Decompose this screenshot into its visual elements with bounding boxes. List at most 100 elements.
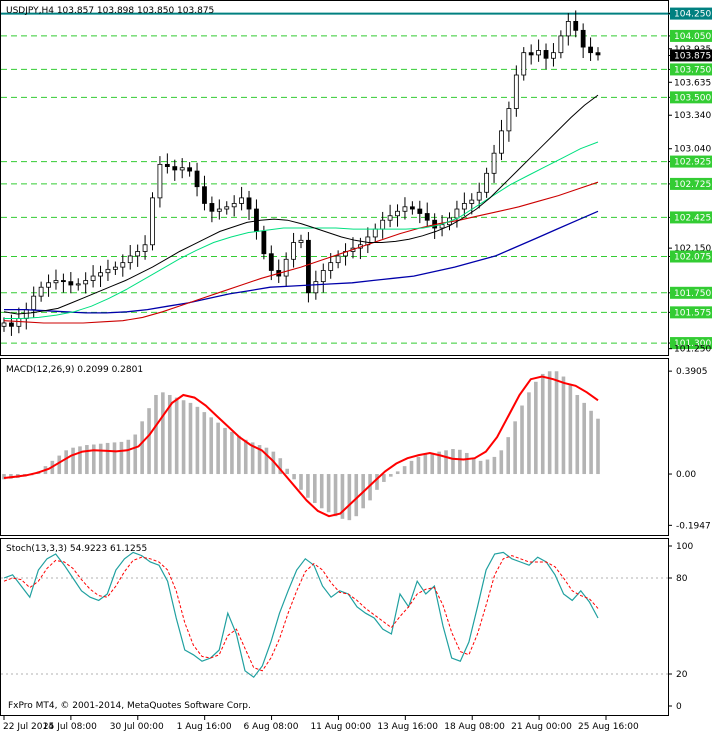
price-tick-label: 103.340 [674,111,711,121]
macd-bar [313,474,317,504]
candle-body [142,244,148,252]
macd-bar [582,402,586,475]
copyright-label: FxPro MT4, © 2001-2014, MetaQuotes Softw… [8,701,251,711]
macd-bar [216,422,220,475]
support-price-box [670,91,712,104]
candle-body [469,199,475,204]
candle-body [528,52,534,56]
macd-tick-label: 0.3905 [676,367,708,377]
macd-bar [451,449,455,475]
candle-body [536,50,541,56]
macd-bar [209,417,214,475]
macd-bar [589,410,593,475]
candle-body [372,228,378,238]
support-price-box [670,286,712,299]
candle-body [580,29,586,48]
candle-body [112,266,118,270]
macd-bar [243,439,248,475]
candle-body [150,197,155,246]
support-price-label: 102.725 [674,180,711,190]
support-price-label: 102.925 [674,158,711,168]
current-price-box [670,49,712,62]
resistance-price-box [670,7,712,20]
candle-body [565,21,571,37]
candle-body [194,170,200,188]
macd-bar [340,474,345,519]
candle-body [75,283,81,286]
macd-bar [264,447,269,475]
time-tick-label: 1 Aug 16:00 [177,722,232,732]
candle-body [380,219,386,230]
support-price-label: 103.750 [674,65,711,75]
support-price-label: 102.075 [674,253,711,263]
macd-bar [388,474,393,477]
candle-body [588,46,593,54]
macd-pane-frame [0,358,669,536]
support-price-label: 101.575 [674,308,711,318]
price-tick-label: 102.150 [674,244,711,254]
support-price-label: 102.425 [674,213,711,223]
candle-body [202,186,207,204]
support-price-label: 104.050 [674,32,711,42]
stoch-pane-frame [0,538,669,716]
candle-body [424,213,430,221]
chart-title: USDJPY,H4 103.857 103.898 103.850 103.87… [6,6,214,16]
macd-bar [534,381,538,475]
macd-bar [464,452,469,475]
macd-bar [409,460,414,475]
candle-body [543,50,549,59]
stoch-label: Stoch(13,3,3) 54.9223 61.1255 [6,544,147,554]
time-tick-label: 13 Aug 16:00 [377,722,438,732]
candle-body [216,208,222,212]
macd-bar [140,421,144,475]
support-price-box [670,63,712,76]
support-price-box [670,29,712,42]
candle-body [461,203,467,210]
macd-bar [368,474,372,501]
candle-body [306,239,311,294]
sma-slow-line [3,181,599,324]
candle-body [491,152,497,174]
time-tick-label: 18 Aug 08:00 [444,722,505,732]
macd-bar [458,449,462,475]
stoch-tick-label: 0 [676,702,682,712]
stoch-tick-label: 100 [676,542,693,552]
time-tick-label: 6 Aug 08:00 [244,722,299,732]
macd-bar [133,434,138,475]
candle-body [409,206,415,210]
macd-bar [71,447,75,475]
macd-bar [237,435,241,475]
macd-bar [250,442,255,475]
candle-body [499,130,504,154]
stoch-tick-label: 20 [676,670,688,680]
support-price-box [670,337,712,350]
candle-body [1,322,7,327]
candle-body [23,309,29,319]
candle-body [9,322,14,327]
macd-bar [223,427,227,475]
candle-body [90,275,96,281]
candle-body [484,172,490,193]
candle-body [135,251,141,257]
candle-body [595,52,601,56]
candle-body [68,281,74,286]
candle-body [231,203,237,208]
macd-bar [154,394,158,475]
sma-long-line [4,210,599,314]
stoch-tick-label: 80 [676,574,688,584]
macd-bar [126,439,131,475]
time-tick-label: 11 Aug 00:00 [310,722,371,732]
macd-bar [513,421,517,475]
support-price-label: 103.500 [674,93,711,103]
macd-bar [147,408,151,475]
current-price-label: 103.875 [674,51,711,61]
macd-bar [105,442,110,475]
macd-bar [202,412,207,475]
macd-bar [596,418,600,475]
candle-body [46,282,51,288]
candle-body [224,206,230,210]
price-tick-label: 103.040 [674,145,711,155]
macd-bar [285,468,289,475]
macd-bar [430,452,435,475]
